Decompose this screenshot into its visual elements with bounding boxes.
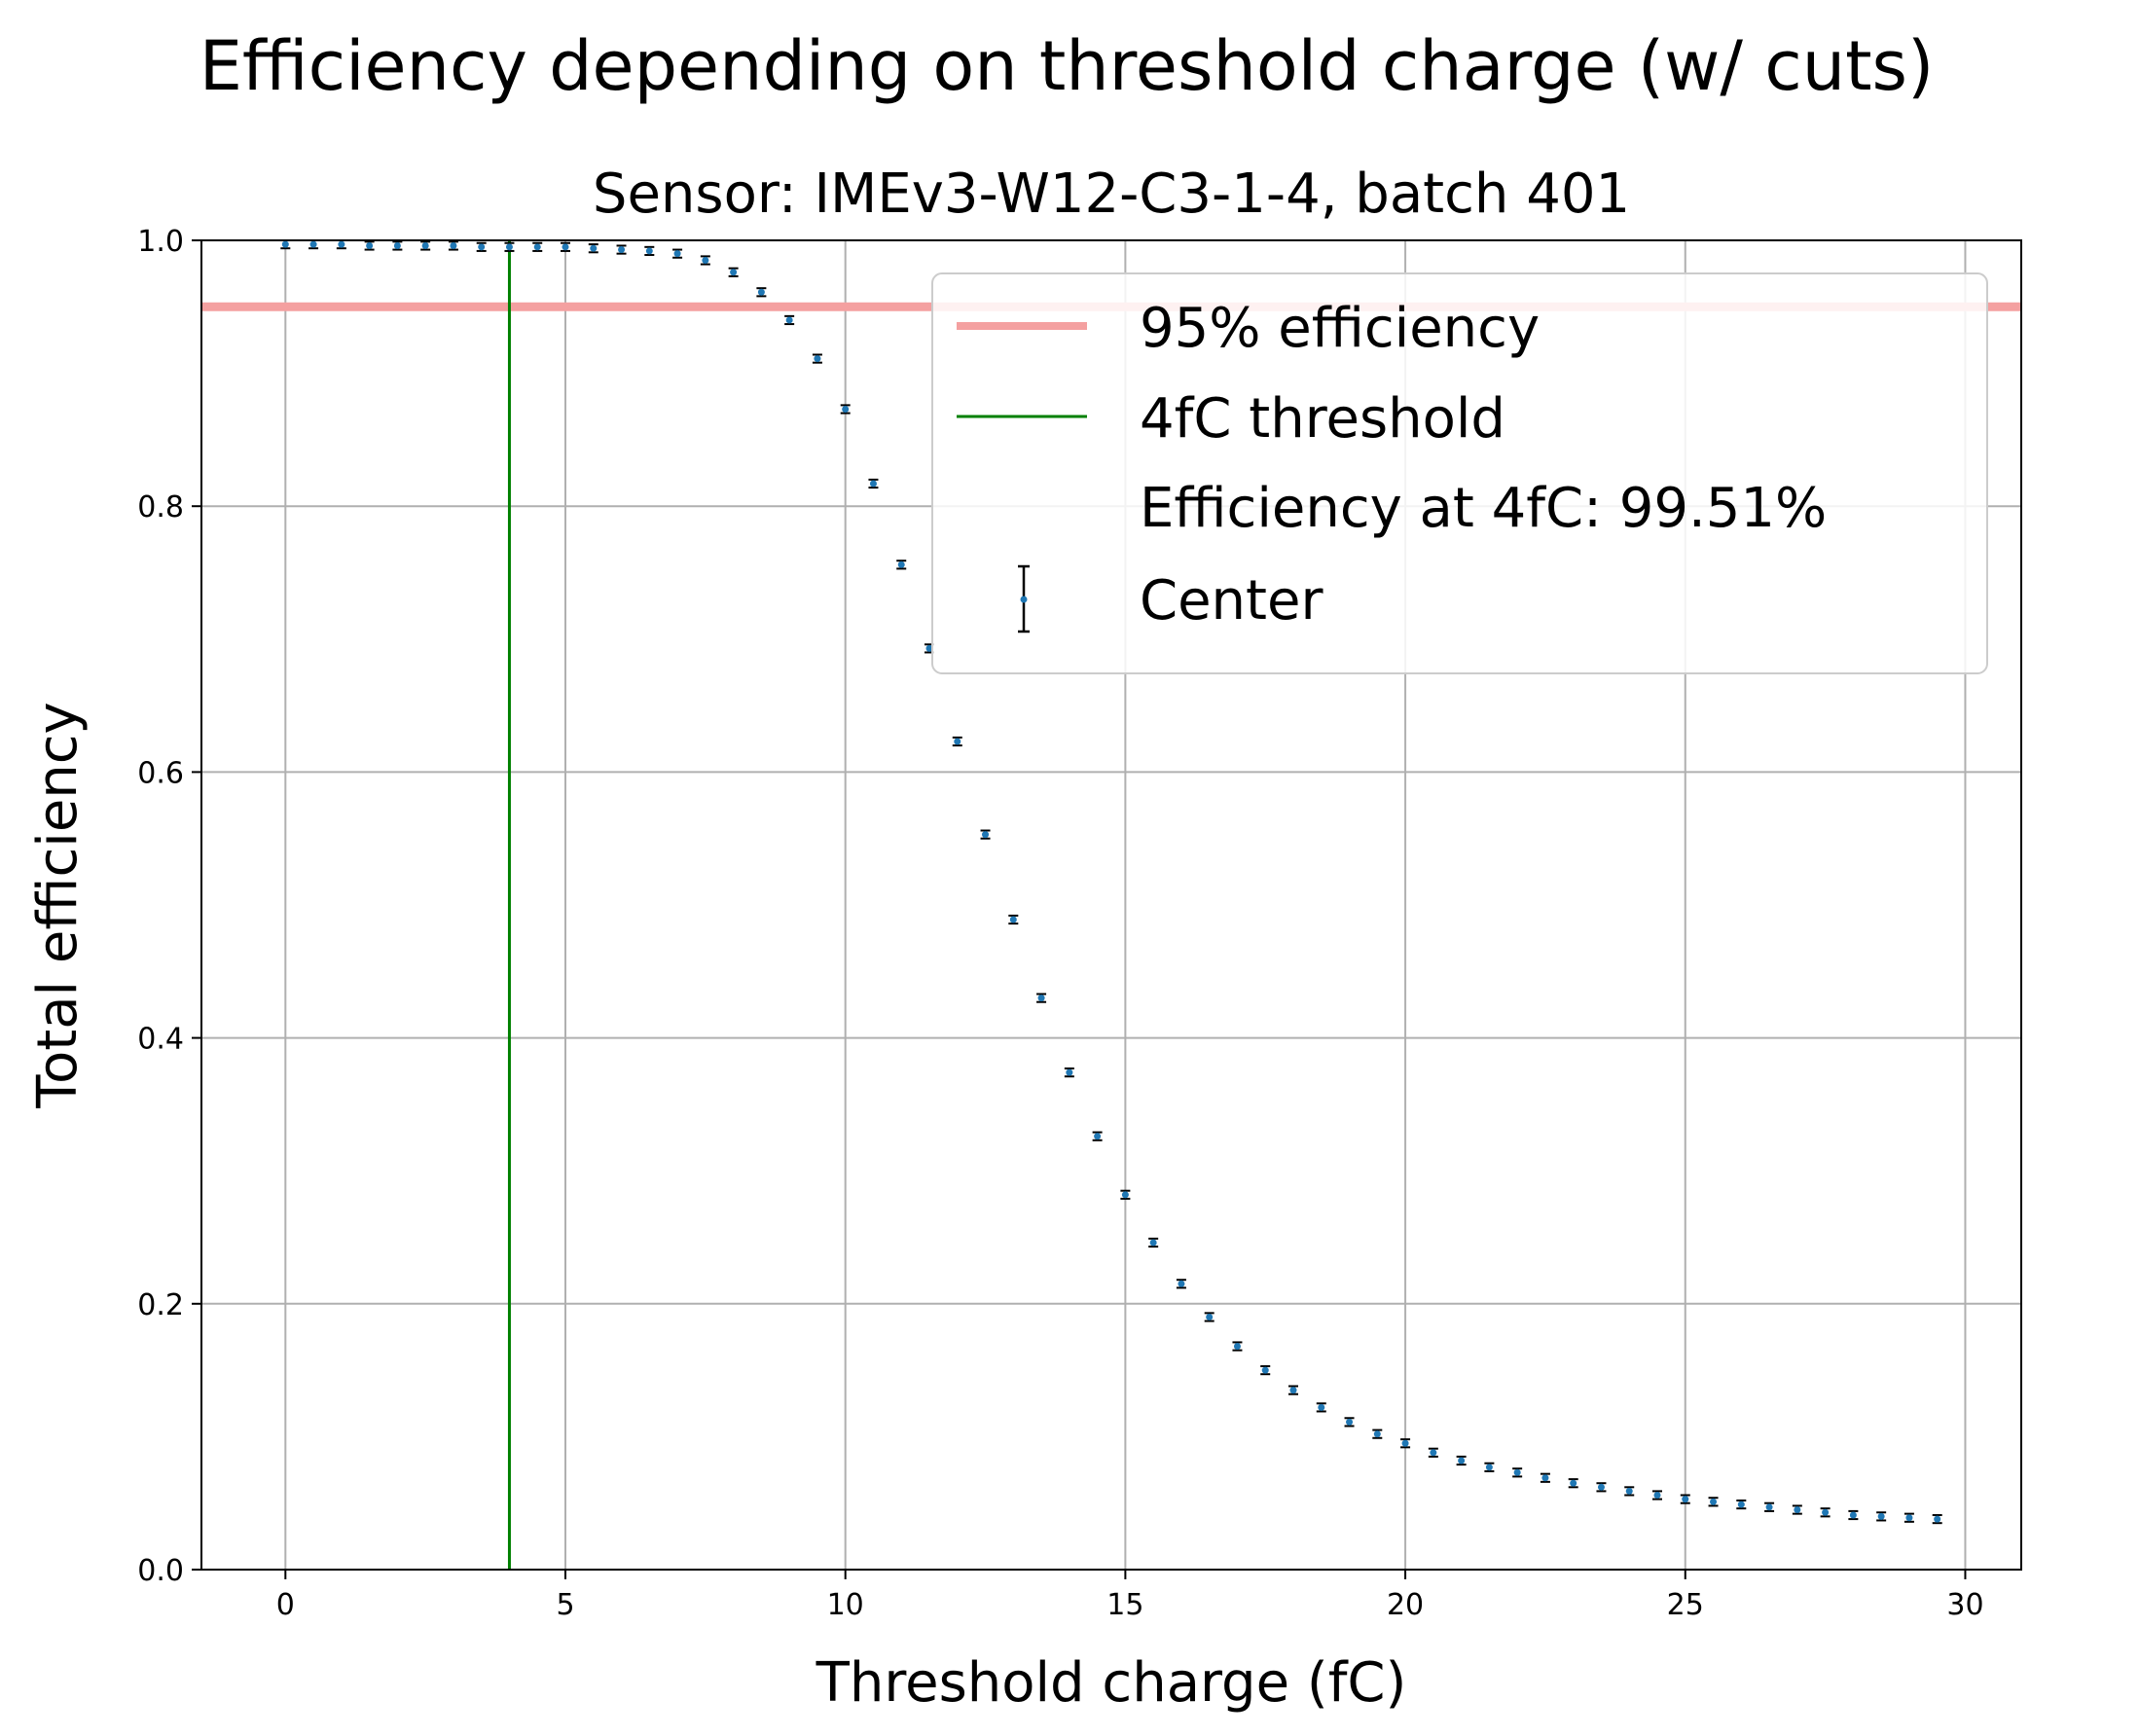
- data-point: [1541, 1474, 1549, 1482]
- y-tick-label: 0.8: [137, 490, 184, 524]
- data-point: [1261, 1366, 1269, 1374]
- x-tick-label: 10: [827, 1588, 864, 1622]
- data-point: [1206, 1313, 1214, 1320]
- data-point: [869, 480, 877, 488]
- data-point: [1485, 1464, 1493, 1471]
- data-point: [421, 241, 429, 249]
- data-point: [1877, 1512, 1885, 1520]
- x-tick-label: 5: [556, 1588, 574, 1622]
- data-point: [366, 241, 374, 249]
- data-point: [702, 256, 709, 264]
- data-point: [1094, 1133, 1102, 1140]
- data-point: [757, 288, 765, 296]
- data-point: [785, 316, 793, 324]
- data-point: [1458, 1457, 1466, 1465]
- data-point: [814, 355, 821, 363]
- plot-frame: [200, 239, 2022, 1571]
- data-point: [562, 243, 569, 251]
- data-point: [533, 243, 541, 251]
- legend-label: Center: [1140, 569, 1323, 633]
- legend: 95% efficiency 4fC threshold Efficiency at…: [931, 272, 1988, 674]
- data-point: [1653, 1492, 1661, 1500]
- data-point: [982, 831, 990, 839]
- x-tick-label: 20: [1387, 1588, 1424, 1622]
- data-point: [1682, 1496, 1689, 1503]
- data-point: [645, 247, 653, 255]
- data-point: [1849, 1511, 1857, 1519]
- data-point: [1822, 1508, 1830, 1516]
- legend-label: 95% efficiency: [1140, 297, 1540, 360]
- x-axis-label: Threshold charge (fC): [816, 1651, 1407, 1715]
- x-tick-label: 0: [276, 1588, 295, 1622]
- data-point: [1318, 1403, 1325, 1411]
- data-point: [897, 561, 905, 568]
- data-point: [1794, 1506, 1801, 1514]
- data-point: [1121, 1191, 1129, 1199]
- ticks: 0 5 10 15 20 25 30 0.0 0.2 0.4 0.6 0.8 1.0: [137, 225, 1983, 1622]
- y-tick-label: 0.0: [137, 1554, 184, 1588]
- y-tick-label: 0.2: [137, 1288, 184, 1322]
- data-point: [393, 241, 401, 249]
- data-point: [1934, 1515, 1941, 1523]
- data-point: [1066, 1068, 1073, 1076]
- data-point: [1233, 1343, 1241, 1351]
- data-point: [1710, 1498, 1718, 1505]
- data-point: [1570, 1479, 1577, 1487]
- data-point: [842, 405, 850, 413]
- data-point: [1597, 1483, 1605, 1491]
- data-point: [1513, 1468, 1521, 1476]
- data-point: [338, 240, 345, 248]
- data-point: [1009, 916, 1017, 923]
- data-point: [1346, 1418, 1354, 1426]
- data-point: [1289, 1387, 1297, 1394]
- data-point: [954, 738, 961, 745]
- y-tick-label: 0.6: [137, 756, 184, 790]
- data-point: [673, 250, 681, 258]
- legend-box: [931, 272, 1988, 674]
- chart-title: Efficiency depending on threshold charge…: [199, 26, 1935, 106]
- data-point: [1178, 1280, 1185, 1287]
- legend-label: 4fC threshold: [1140, 387, 1505, 451]
- data-point: [478, 243, 486, 251]
- data-point: [1905, 1514, 1913, 1522]
- legend-items: 95% efficiency 4fC threshold Efficiency at…: [957, 297, 1827, 633]
- data-point: [590, 244, 598, 252]
- x-tick-label: 30: [1946, 1588, 1983, 1622]
- y-tick-label: 0.4: [137, 1023, 184, 1057]
- legend-label: Efficiency at 4fC: 99.51%: [1140, 477, 1827, 540]
- data-point: [1737, 1501, 1745, 1508]
- y-axis-label: Total efficiency: [26, 702, 90, 1108]
- data-point: [1401, 1439, 1409, 1447]
- data-point: [1373, 1430, 1381, 1438]
- data-point: [281, 240, 289, 248]
- data-point: [730, 269, 738, 276]
- legend-symbol-point: [1020, 596, 1028, 603]
- data-point: [1430, 1449, 1437, 1457]
- x-tick-label: 25: [1667, 1588, 1704, 1622]
- data-point: [505, 243, 513, 251]
- data-point: [1149, 1239, 1157, 1247]
- x-tick-label: 15: [1106, 1588, 1143, 1622]
- data-point: [1765, 1503, 1773, 1511]
- data-point: [925, 644, 933, 652]
- data-point: [309, 240, 317, 248]
- data-point: [1625, 1487, 1633, 1495]
- data-point: [618, 246, 626, 254]
- chart-subtitle: Sensor: IMEv3-W12-C3-1-4, batch 401: [593, 163, 1630, 226]
- data-point: [450, 241, 457, 249]
- y-tick-label: 1.0: [137, 225, 184, 259]
- data-point: [1037, 995, 1045, 1002]
